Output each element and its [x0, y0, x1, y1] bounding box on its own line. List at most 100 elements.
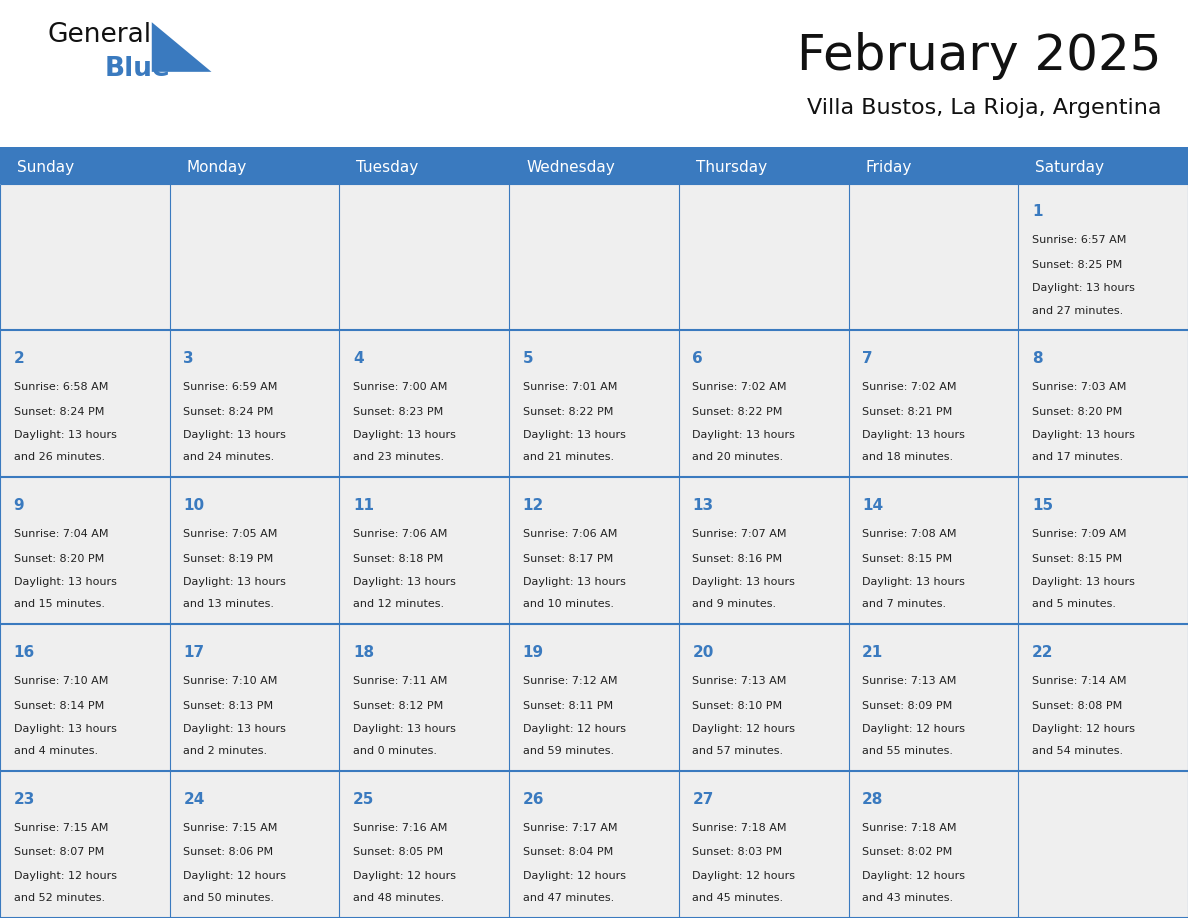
Bar — [1018, 330, 1188, 477]
Text: 10: 10 — [183, 498, 204, 513]
Text: Sunrise: 7:04 AM: Sunrise: 7:04 AM — [13, 529, 108, 539]
Text: Sunrise: 7:00 AM: Sunrise: 7:00 AM — [353, 382, 448, 392]
Text: 6: 6 — [693, 351, 703, 366]
Text: Sunrise: 6:58 AM: Sunrise: 6:58 AM — [13, 382, 108, 392]
Text: Saturday: Saturday — [1035, 160, 1105, 174]
Bar — [848, 330, 1018, 477]
Bar — [340, 771, 510, 918]
Text: 23: 23 — [13, 791, 34, 807]
Bar — [0, 477, 170, 624]
Text: Daylight: 12 hours: Daylight: 12 hours — [862, 871, 965, 881]
Text: and 12 minutes.: and 12 minutes. — [353, 599, 444, 610]
Text: and 21 minutes.: and 21 minutes. — [523, 453, 614, 463]
Text: Thursday: Thursday — [696, 160, 767, 174]
Text: Daylight: 13 hours: Daylight: 13 hours — [862, 577, 965, 588]
Text: 25: 25 — [353, 791, 374, 807]
Text: 2: 2 — [13, 351, 24, 366]
Text: and 23 minutes.: and 23 minutes. — [353, 453, 444, 463]
Text: Daylight: 12 hours: Daylight: 12 hours — [1032, 724, 1135, 734]
Text: Daylight: 13 hours: Daylight: 13 hours — [1032, 577, 1135, 588]
Text: Daylight: 13 hours: Daylight: 13 hours — [183, 724, 286, 734]
Text: Blue: Blue — [105, 56, 170, 83]
Text: Sunset: 8:07 PM: Sunset: 8:07 PM — [13, 847, 103, 857]
Text: Daylight: 13 hours: Daylight: 13 hours — [523, 431, 626, 441]
Text: 19: 19 — [523, 644, 544, 660]
Text: 4: 4 — [353, 351, 364, 366]
Bar — [0, 624, 170, 771]
Text: Sunset: 8:05 PM: Sunset: 8:05 PM — [353, 847, 443, 857]
Bar — [340, 184, 510, 330]
Bar — [1018, 477, 1188, 624]
Text: Sunrise: 7:05 AM: Sunrise: 7:05 AM — [183, 529, 278, 539]
Text: Sunrise: 7:16 AM: Sunrise: 7:16 AM — [353, 823, 448, 833]
Text: 17: 17 — [183, 644, 204, 660]
Text: Sunrise: 7:06 AM: Sunrise: 7:06 AM — [353, 529, 448, 539]
Text: 5: 5 — [523, 351, 533, 366]
Text: Daylight: 12 hours: Daylight: 12 hours — [862, 724, 965, 734]
Bar — [170, 477, 340, 624]
Text: 8: 8 — [1032, 351, 1043, 366]
Text: and 24 minutes.: and 24 minutes. — [183, 453, 274, 463]
Text: Sunset: 8:19 PM: Sunset: 8:19 PM — [183, 554, 273, 564]
Text: and 55 minutes.: and 55 minutes. — [862, 746, 953, 756]
Text: Sunrise: 7:06 AM: Sunrise: 7:06 AM — [523, 529, 617, 539]
Text: Daylight: 12 hours: Daylight: 12 hours — [693, 871, 796, 881]
Text: Daylight: 12 hours: Daylight: 12 hours — [13, 871, 116, 881]
Text: Sunrise: 7:11 AM: Sunrise: 7:11 AM — [353, 676, 448, 686]
Bar — [510, 330, 678, 477]
Text: February 2025: February 2025 — [797, 32, 1162, 80]
Text: Sunrise: 6:59 AM: Sunrise: 6:59 AM — [183, 382, 278, 392]
Text: Sunset: 8:15 PM: Sunset: 8:15 PM — [862, 554, 953, 564]
Bar — [848, 771, 1018, 918]
Text: Sunday: Sunday — [17, 160, 74, 174]
Text: Sunrise: 7:15 AM: Sunrise: 7:15 AM — [183, 823, 278, 833]
Text: Sunset: 8:16 PM: Sunset: 8:16 PM — [693, 554, 783, 564]
Text: Sunrise: 7:03 AM: Sunrise: 7:03 AM — [1032, 382, 1126, 392]
Text: and 43 minutes.: and 43 minutes. — [862, 893, 953, 903]
Text: and 18 minutes.: and 18 minutes. — [862, 453, 953, 463]
Bar — [170, 771, 340, 918]
Text: 9: 9 — [13, 498, 24, 513]
Text: 18: 18 — [353, 644, 374, 660]
Text: Daylight: 13 hours: Daylight: 13 hours — [523, 577, 626, 588]
Text: and 59 minutes.: and 59 minutes. — [523, 746, 614, 756]
Bar — [510, 184, 678, 330]
Bar — [340, 477, 510, 624]
Text: Sunset: 8:04 PM: Sunset: 8:04 PM — [523, 847, 613, 857]
Text: 28: 28 — [862, 791, 884, 807]
Text: Sunset: 8:18 PM: Sunset: 8:18 PM — [353, 554, 443, 564]
Text: Daylight: 12 hours: Daylight: 12 hours — [523, 724, 626, 734]
Text: Sunset: 8:06 PM: Sunset: 8:06 PM — [183, 847, 273, 857]
Bar — [1018, 184, 1188, 330]
Text: and 50 minutes.: and 50 minutes. — [183, 893, 274, 903]
Text: and 17 minutes.: and 17 minutes. — [1032, 453, 1123, 463]
Text: Sunrise: 7:14 AM: Sunrise: 7:14 AM — [1032, 676, 1126, 686]
Text: Daylight: 13 hours: Daylight: 13 hours — [1032, 284, 1135, 294]
Text: Sunset: 8:15 PM: Sunset: 8:15 PM — [1032, 554, 1121, 564]
Text: Daylight: 12 hours: Daylight: 12 hours — [693, 724, 796, 734]
Text: and 9 minutes.: and 9 minutes. — [693, 599, 777, 610]
Text: Tuesday: Tuesday — [356, 160, 418, 174]
Bar — [848, 624, 1018, 771]
Text: 15: 15 — [1032, 498, 1053, 513]
Text: Sunset: 8:21 PM: Sunset: 8:21 PM — [862, 407, 953, 417]
Text: 16: 16 — [13, 644, 34, 660]
Text: Sunrise: 7:09 AM: Sunrise: 7:09 AM — [1032, 529, 1126, 539]
Text: 13: 13 — [693, 498, 714, 513]
Bar — [0, 184, 170, 330]
Text: Daylight: 13 hours: Daylight: 13 hours — [13, 724, 116, 734]
Text: and 57 minutes.: and 57 minutes. — [693, 746, 784, 756]
Text: Sunrise: 7:18 AM: Sunrise: 7:18 AM — [693, 823, 786, 833]
Text: Sunset: 8:24 PM: Sunset: 8:24 PM — [183, 407, 273, 417]
Text: Daylight: 13 hours: Daylight: 13 hours — [353, 431, 456, 441]
Bar — [0, 330, 170, 477]
Text: 14: 14 — [862, 498, 883, 513]
Text: Monday: Monday — [187, 160, 247, 174]
Text: Daylight: 12 hours: Daylight: 12 hours — [353, 871, 456, 881]
Text: Sunset: 8:12 PM: Sunset: 8:12 PM — [353, 700, 443, 711]
Text: Daylight: 12 hours: Daylight: 12 hours — [183, 871, 286, 881]
Bar — [340, 624, 510, 771]
Text: 12: 12 — [523, 498, 544, 513]
Text: Daylight: 13 hours: Daylight: 13 hours — [862, 431, 965, 441]
Text: Sunrise: 7:18 AM: Sunrise: 7:18 AM — [862, 823, 956, 833]
